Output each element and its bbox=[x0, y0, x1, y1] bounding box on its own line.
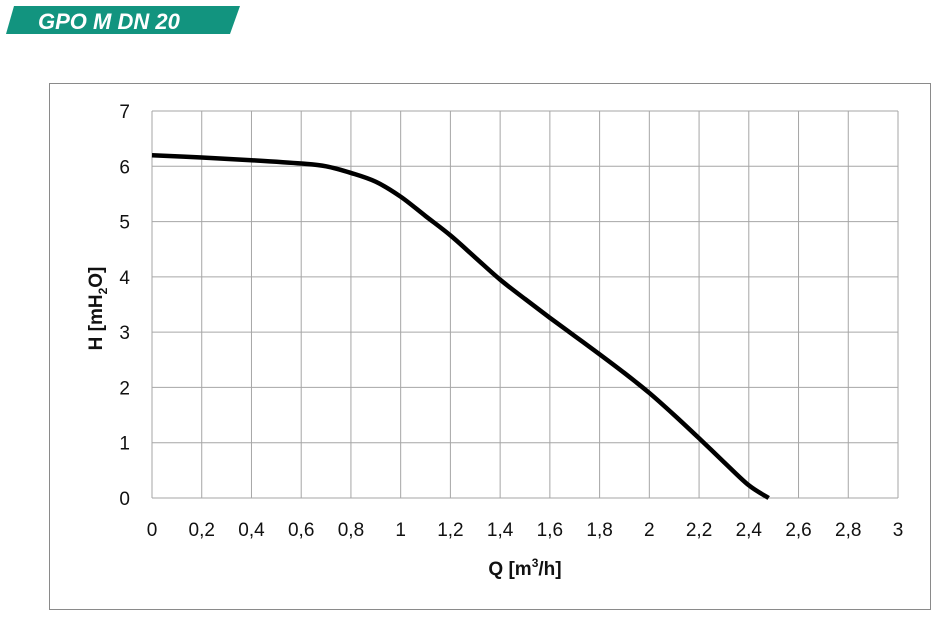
chart-frame bbox=[49, 83, 931, 610]
y-tick-labels: 0 1 2 3 4 5 6 7 bbox=[119, 102, 130, 510]
x-tick-label: 0,2 bbox=[189, 520, 215, 541]
x-tick-label: 1,4 bbox=[487, 520, 514, 541]
title-banner: GPO M DN 20 bbox=[6, 6, 240, 34]
x-tick-label: 0,4 bbox=[238, 520, 265, 541]
y-tick-label: 7 bbox=[119, 102, 130, 123]
series bbox=[151, 152, 770, 500]
y-tick-label: 0 bbox=[119, 489, 130, 510]
x-tick-label: 0 bbox=[147, 520, 158, 541]
x-tick-label: 2,8 bbox=[835, 520, 861, 541]
title-banner-bg bbox=[6, 6, 240, 34]
y-axis-label: H [mH2O] bbox=[86, 267, 110, 351]
x-tick-label: 1,8 bbox=[586, 520, 612, 541]
x-tick-labels: 0 0,2 0,4 0,6 0,8 1 1,2 1,4 1,6 1,8 2 2,2 2,4 2,6 2,8 3 bbox=[147, 520, 904, 541]
y-tick-label: 2 bbox=[119, 378, 130, 399]
x-tick-label: 1 bbox=[395, 520, 406, 541]
y-tick-label: 5 bbox=[119, 213, 130, 234]
y-tick-label: 1 bbox=[119, 434, 130, 455]
y-tick-label: 4 bbox=[119, 268, 130, 289]
x-tick-label: 1,6 bbox=[537, 520, 563, 541]
y-tick-label: 3 bbox=[119, 323, 130, 344]
x-tick-label: 2,6 bbox=[785, 520, 811, 541]
x-tick-label: 2,4 bbox=[736, 520, 763, 541]
x-axis-label: Q [m3/h] bbox=[488, 556, 561, 580]
series-line bbox=[151, 152, 770, 500]
grid bbox=[151, 110, 899, 499]
x-tick-label: 3 bbox=[893, 520, 904, 541]
x-tick-label: 1,2 bbox=[437, 520, 463, 541]
x-tick-label: 0,6 bbox=[288, 520, 314, 541]
x-tick-label: 2,2 bbox=[686, 520, 712, 541]
x-tick-label: 0,8 bbox=[338, 520, 364, 541]
x-tick-label: 2 bbox=[644, 520, 655, 541]
chart-title: GPO M DN 20 bbox=[38, 9, 181, 34]
y-tick-label: 6 bbox=[119, 157, 130, 178]
